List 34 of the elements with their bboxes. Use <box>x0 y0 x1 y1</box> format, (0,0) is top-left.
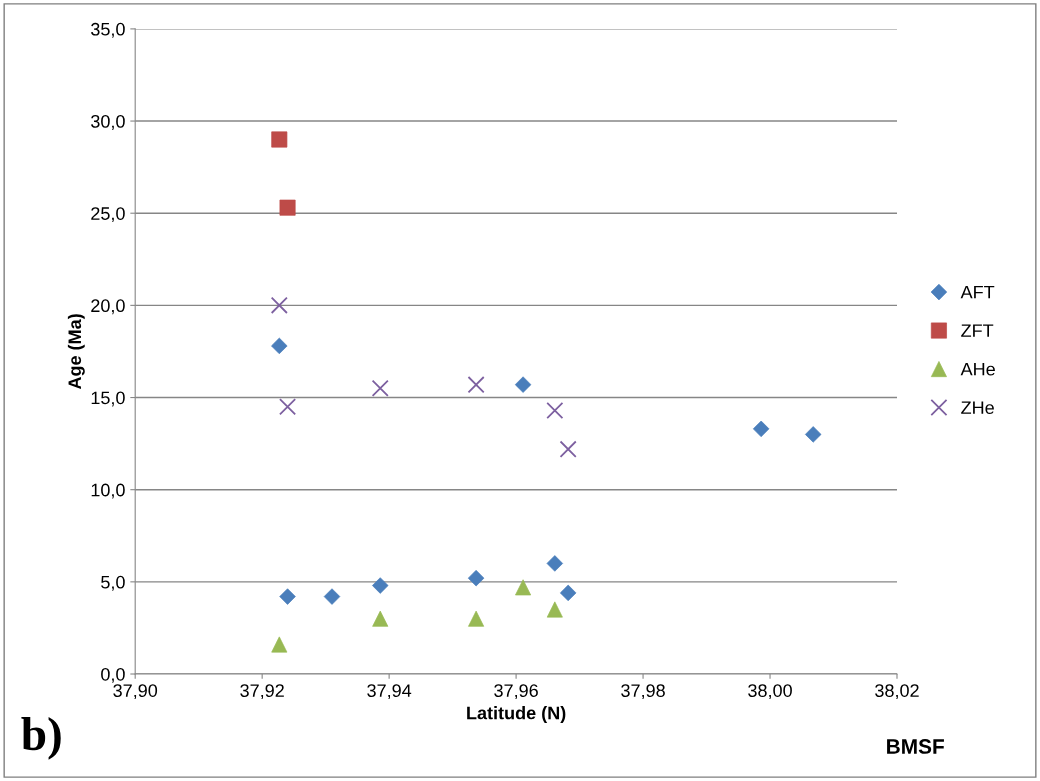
text: b) <box>21 716 61 760</box>
x-tick-label: 37,94 <box>367 684 412 700</box>
y-tick-label: 15,0 <box>91 391 125 407</box>
x-tick-label: 38,02 <box>875 684 919 700</box>
x-axis-title: Latitude (N) <box>467 706 566 723</box>
point <box>559 440 577 458</box>
point <box>323 588 341 605</box>
point <box>270 296 288 314</box>
text: BMSF <box>887 739 944 754</box>
point <box>371 379 389 397</box>
y-axis-title: Age (Ma) <box>67 314 85 390</box>
x-tick-label: 37,90 <box>113 684 158 700</box>
legend-label: ZFT <box>961 324 994 337</box>
y-tick-label: 5,0 <box>101 575 125 591</box>
point <box>271 337 288 355</box>
point <box>271 636 288 653</box>
legend-label: AFT <box>960 285 995 299</box>
y-tick-label: 10,0 <box>91 483 125 499</box>
point <box>804 426 822 443</box>
y-tick-label: 0,0 <box>101 667 125 683</box>
point <box>467 376 485 394</box>
point <box>372 577 389 594</box>
x-tick-label: 38,00 <box>748 684 792 700</box>
y-tick-label: 35,0 <box>91 22 125 38</box>
point <box>279 398 297 416</box>
legend-label: AHe <box>960 362 995 376</box>
y-tick-label: 25,0 <box>91 207 125 223</box>
point <box>546 401 564 419</box>
x-tick-label: 37,96 <box>494 684 538 700</box>
x-tick-label: 37,92 <box>240 684 284 700</box>
y-tick-label: 30,0 <box>91 114 125 130</box>
legend-label: ZHe <box>961 401 994 415</box>
x-tick-label: 37,98 <box>621 684 665 700</box>
y-tick-label: 20,0 <box>91 299 125 315</box>
